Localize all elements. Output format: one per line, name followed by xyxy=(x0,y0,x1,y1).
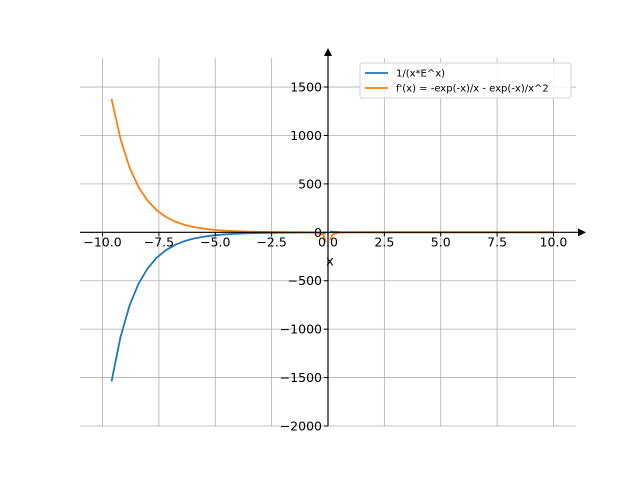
x-axis-label: x xyxy=(326,254,334,269)
y-tick-label: −1500 xyxy=(280,370,322,385)
legend: 1/(x*E^x) f'(x) = -exp(-x)/x - exp(-x)/x^… xyxy=(359,62,572,99)
x-tick-label: 7.5 xyxy=(487,234,507,249)
x-tick-label: 10.0 xyxy=(540,234,568,249)
legend-entry-label: f'(x) = -exp(-x)/x - exp(-x)/x^2 xyxy=(396,84,549,95)
y-tick-label: 1500 xyxy=(290,80,322,95)
x-tick-label: 5.0 xyxy=(431,234,451,249)
y-tick-label: 500 xyxy=(298,176,322,191)
x-tick-label: −5.0 xyxy=(200,234,230,249)
y-tick-label: −2000 xyxy=(280,419,322,434)
y-tick-label: 1000 xyxy=(290,128,322,143)
y-tick-label: −1000 xyxy=(280,322,322,337)
legend-box xyxy=(359,62,572,99)
y-tick-label: 0 xyxy=(314,225,322,240)
legend-entry-label: 1/(x*E^x) xyxy=(396,69,445,80)
x-tick-label: 0.0 xyxy=(318,234,338,249)
x-axis-arrow-icon xyxy=(578,228,586,237)
y-tick-label: −500 xyxy=(288,273,322,288)
series-line-2 xyxy=(110,98,554,243)
x-tick-label: −10.0 xyxy=(83,234,121,249)
ticks: −10.0 −7.5 −5.0 −2.5 0.0 2.5 5.0 7.5 10.0 −2000 −1… xyxy=(83,80,567,434)
x-tick-label: −7.5 xyxy=(144,234,174,249)
y-axis-arrow-icon xyxy=(324,48,332,56)
x-tick-label: 2.5 xyxy=(374,234,394,249)
x-tick-label: −2.5 xyxy=(256,234,286,249)
